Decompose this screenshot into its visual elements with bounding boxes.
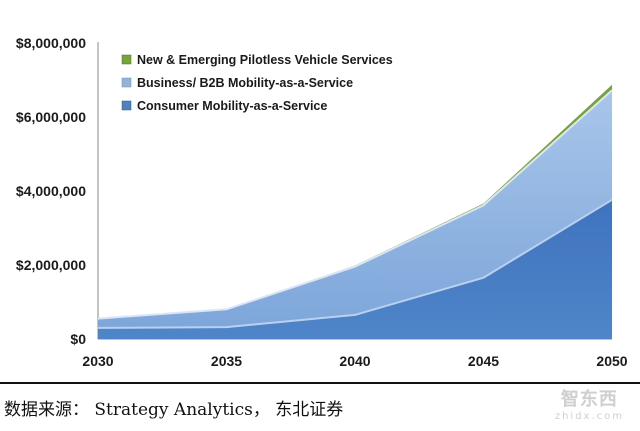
watermark-sub: zhidx.com: [554, 411, 624, 422]
x-tick-label: 2030: [82, 353, 113, 369]
watermark-logo: 智东西 zhidx.com: [555, 385, 624, 422]
y-tick-label: $0: [70, 331, 86, 347]
area-edge-consumer: [97, 198, 613, 329]
y-tick-label: $8,000,000: [16, 35, 86, 51]
legend-swatch-emerging: [121, 54, 132, 65]
legend-label-consumer: Consumer Mobility-as-a-Service: [137, 99, 327, 113]
x-tick-label: 2035: [211, 353, 242, 369]
source-caption: 数据来源： Strategy Analytics， 东北证券: [4, 400, 344, 420]
y-tick-label: $2,000,000: [16, 257, 86, 273]
y-tick-label: $6,000,000: [16, 109, 86, 125]
legend-swatch-business: [121, 77, 132, 88]
x-tick-label: 2040: [339, 353, 370, 369]
legend-label-business: Business/ B2B Mobility-as-a-Service: [137, 76, 353, 90]
legend-label-emerging: New & Emerging Pilotless Vehicle Service…: [137, 53, 393, 67]
y-tick-label: $4,000,000: [16, 183, 86, 199]
area-series-business-b2b-maas: [98, 90, 612, 328]
source-divider: [0, 382, 640, 384]
legend-swatch-consumer: [121, 100, 132, 111]
stacked-area-chart: $0 $2,000,000 $4,000,000 $6,000,000 $8,0…: [16, 35, 628, 369]
x-tick-label: 2050: [596, 353, 627, 369]
x-tick-label: 2045: [468, 353, 499, 369]
area-series-consumer-maas: [98, 199, 612, 339]
area-edge-business: [97, 89, 613, 320]
watermark-main: 智东西: [560, 389, 618, 410]
legend: New & Emerging Pilotless Vehicle Service…: [121, 53, 393, 113]
